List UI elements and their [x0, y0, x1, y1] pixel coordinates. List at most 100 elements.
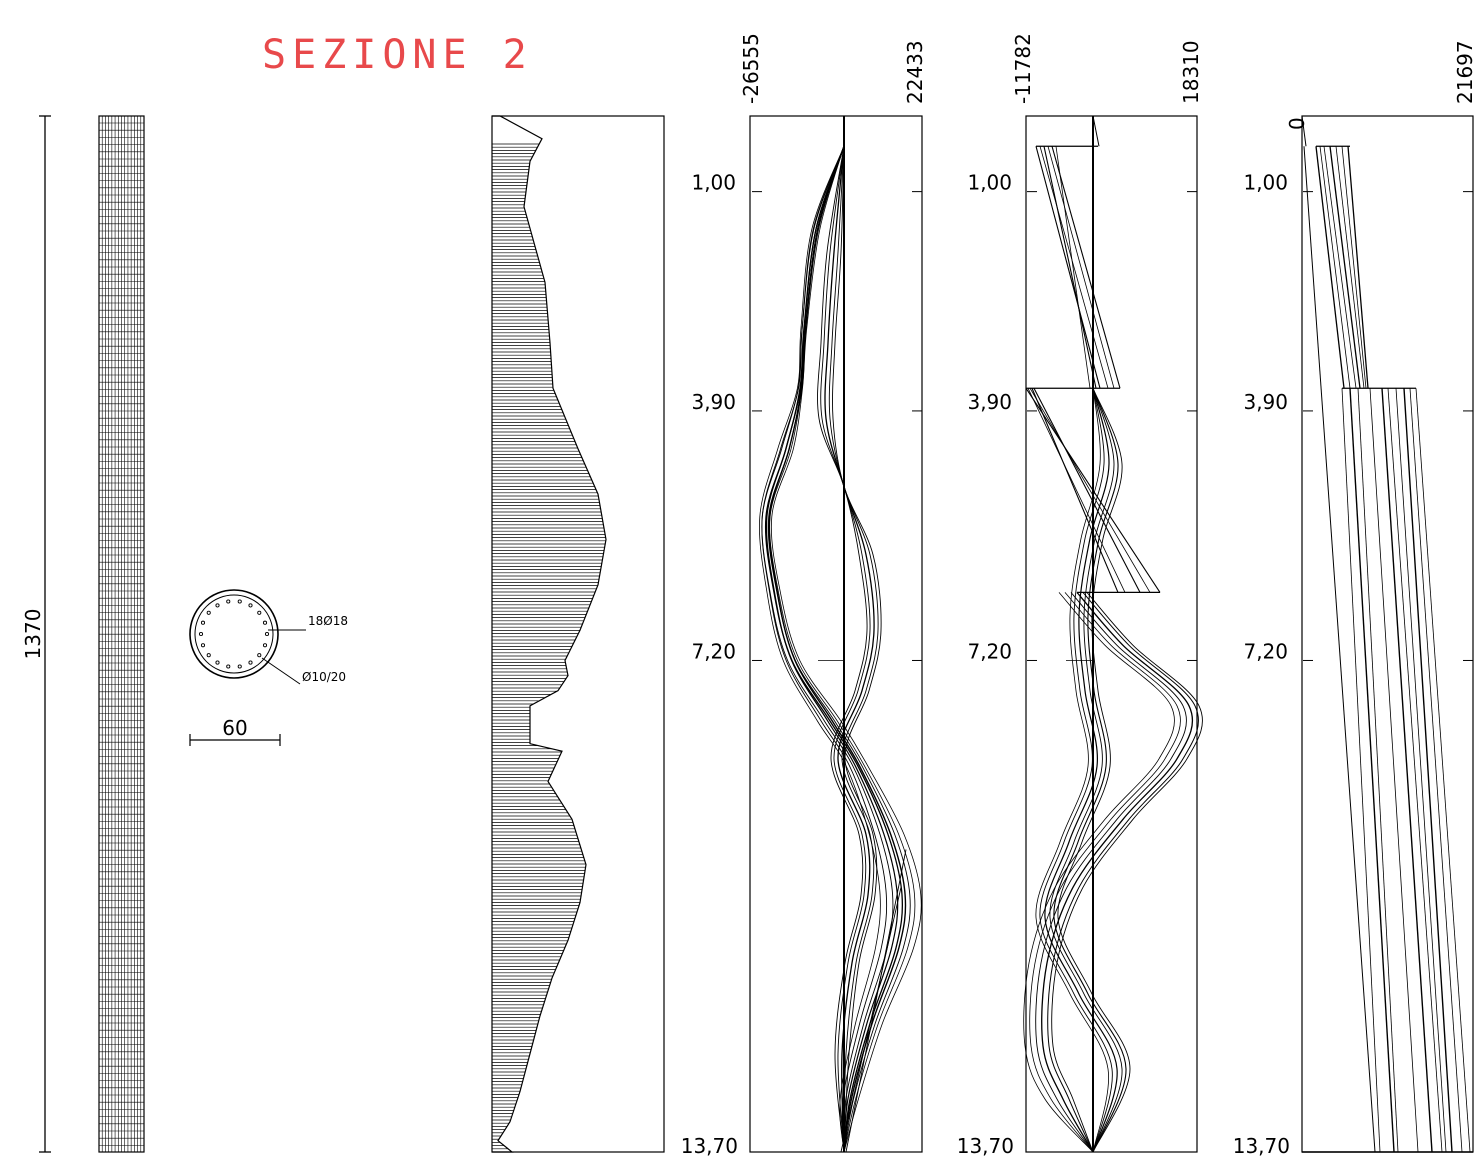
- shear-segment: [1033, 387, 1141, 593]
- moment-envelope-curve: [768, 146, 907, 1153]
- axial-min-label: 0: [1285, 117, 1309, 130]
- axial-segment: [1335, 146, 1365, 389]
- axial-segment: [1387, 388, 1443, 1153]
- pile-length-label: 1370: [21, 609, 45, 660]
- rebar-dot: [226, 664, 231, 669]
- axial-lines: [1301, 115, 1473, 1153]
- shear-combination-curve: [1051, 592, 1203, 1153]
- rebar-dot: [237, 664, 242, 669]
- shear-frame: [1025, 115, 1198, 1153]
- shear-depth-ticks: [1027, 191, 1197, 661]
- depth-label: 1,00: [967, 171, 1012, 195]
- rebar-dot: [206, 653, 211, 658]
- moment-combination-curve: [824, 146, 875, 1153]
- stirrup-leader-line: [261, 657, 301, 685]
- shear-envelope-curve: [1057, 388, 1131, 1153]
- rebar-dot: [226, 599, 231, 604]
- axial-segment: [1395, 388, 1447, 1153]
- shear-combination-curve: [1023, 592, 1175, 1153]
- axial-diagram: [1301, 115, 1474, 1153]
- depth-bottom-label: 13,70: [957, 1134, 1014, 1158]
- moment-depth-ticks: [752, 191, 922, 661]
- pile-outline: [189, 589, 279, 679]
- shear-segment: [1031, 388, 1119, 593]
- moment-combination-curve: [832, 146, 882, 1153]
- axial-segment: [1357, 388, 1399, 1153]
- axial-max-label: 21697: [1453, 40, 1475, 104]
- rebar-dot: [215, 660, 220, 665]
- axial-segment: [1341, 388, 1381, 1153]
- moment-frame: [749, 115, 923, 1153]
- axial-segment: [1341, 146, 1367, 389]
- moment-envelope-curve: [765, 146, 899, 1153]
- rebar-dot: [262, 620, 268, 625]
- depth-bottom-label: 13,70: [681, 1134, 738, 1158]
- shear-segment: [1043, 146, 1097, 389]
- shear-combination-curve: [1041, 591, 1194, 1153]
- axial-segment: [1381, 388, 1433, 1153]
- shear-combination-curve: [1035, 592, 1187, 1153]
- depth-label: 1,00: [691, 171, 736, 195]
- shear-envelope-curve: [1039, 388, 1113, 1153]
- moment-diagram: [749, 115, 923, 1153]
- axial-segment: [1369, 388, 1419, 1153]
- axial-segment: [1349, 388, 1395, 1153]
- pressure-diagram: [491, 115, 665, 1153]
- pile-reinforcement-elevation: [98, 115, 145, 1153]
- axial-segment: [1347, 146, 1369, 389]
- shear-segment: [1039, 146, 1109, 389]
- rebar-dot: [248, 603, 253, 608]
- shear-combination-curve: [1029, 592, 1181, 1153]
- shear-segment: [1055, 146, 1091, 389]
- depth-label: 1,00: [1243, 171, 1288, 195]
- rebar-dot: [237, 599, 242, 604]
- shear-envelope-curve: [1035, 388, 1109, 1153]
- rebar-dot: [262, 643, 268, 648]
- diameter-label: 60: [222, 716, 247, 740]
- moment-envelope-curve: [764, 146, 904, 1153]
- moment-envelope-curve: [761, 146, 894, 1153]
- moment-combination-curve: [817, 146, 868, 1153]
- moment-chord-line: [845, 849, 907, 1153]
- axial-segment: [1315, 146, 1345, 389]
- depth-label: 3,90: [1243, 390, 1288, 414]
- shear-envelope-curve: [1053, 388, 1127, 1153]
- depth-label: 7,20: [691, 639, 736, 663]
- moment-min-label: -26555: [739, 33, 763, 104]
- axial-segment: [1301, 115, 1307, 147]
- diameter-dimension: [189, 734, 281, 746]
- shear-segment: [1051, 146, 1121, 389]
- rebar-dot: [198, 631, 204, 637]
- stirrup-outline: [194, 594, 274, 674]
- shear-envelope-curve: [1044, 388, 1118, 1153]
- pressure-diagram-frame: [491, 115, 665, 1153]
- pile-length-dimension: [39, 115, 51, 1153]
- depth-label: 3,90: [691, 390, 736, 414]
- moment-envelope-curve: [759, 146, 881, 1153]
- shear-segment: [1027, 388, 1126, 593]
- moment-combination-curve: [828, 146, 879, 1153]
- bars-label: 18Ø18: [308, 614, 348, 628]
- moment-max-label: 22433: [903, 40, 927, 104]
- shear-combination-curve: [1047, 592, 1199, 1153]
- axial-frame: [1301, 115, 1474, 1153]
- depth-label: 7,20: [967, 639, 1012, 663]
- depth-label: 7,20: [1243, 639, 1288, 663]
- moment-envelope-curve: [761, 146, 888, 1153]
- shear-curves: [1023, 115, 1203, 1153]
- moment-combination-curve: [820, 146, 871, 1153]
- drawing-title: SEZIONE 2: [262, 32, 533, 78]
- rebar-dot: [248, 660, 253, 665]
- shear-max-label: 18310: [1179, 40, 1203, 104]
- shear-diagram: [1023, 115, 1203, 1153]
- shear-top-spike: [1092, 115, 1100, 147]
- axial-segment: [1403, 388, 1453, 1153]
- rebar-dot: [264, 631, 270, 637]
- rebar-dot: [215, 603, 220, 608]
- rebar-dot: [257, 653, 262, 658]
- stirrups-label: Ø10/20: [302, 670, 346, 684]
- shear-segment: [1047, 146, 1115, 389]
- axial-segment: [1323, 146, 1357, 389]
- pile-cross-section: [189, 589, 306, 685]
